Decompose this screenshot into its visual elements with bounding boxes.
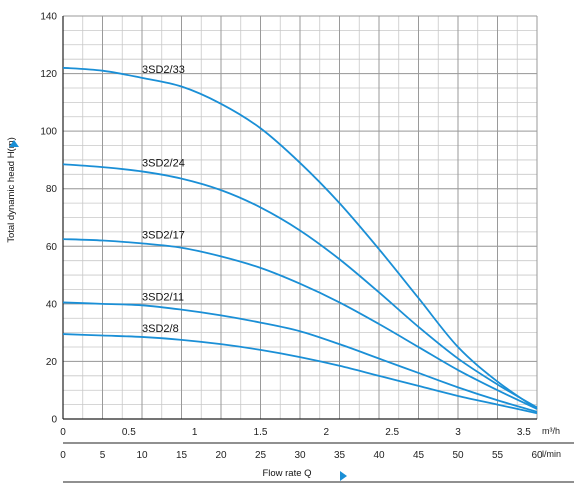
labels-layer: 0 20 40 60 80 100 120 140 0 0.5 1 1.5 2 2.5 3 3.5 0 5 10 15… (40, 12, 543, 462)
series-label: 3SD2/33 (142, 64, 185, 76)
x-bottom-tick-label: 10 (136, 450, 148, 461)
x-axis-label: Flow rate Q (262, 468, 311, 479)
x-top-tick-label: 2.5 (385, 427, 399, 438)
x-top-tick-label: 0 (60, 427, 66, 438)
y-tick-label: 60 (46, 242, 58, 253)
x-top-tick-label: 0.5 (122, 427, 136, 438)
series-label: 3SD2/11 (142, 291, 184, 303)
x-top-tick-label: 2 (324, 427, 330, 438)
y-tick-label: 0 (51, 415, 57, 426)
x-bottom-tick-label: 0 (60, 450, 66, 461)
y-tick-label: 120 (40, 69, 57, 80)
y-axis-arrow-icon (9, 140, 19, 147)
x-top-tick-label: 3.5 (517, 427, 531, 438)
x-bottom-tick-label: 45 (413, 450, 425, 461)
x-bottom-tick-label: 55 (492, 450, 504, 461)
x-bottom-tick-label: 50 (452, 450, 464, 461)
x-bottom-tick-label: 20 (215, 450, 227, 461)
x-top-tick-label: 1 (192, 427, 198, 438)
major-grid (62, 15, 538, 420)
x-bottom-tick-label: 25 (255, 450, 267, 461)
y-tick-label: 40 (46, 299, 58, 310)
series-label: 3SD2/8 (142, 323, 179, 335)
x-axis-arrow-icon (340, 471, 347, 481)
x-bottom-tick-label: 60 (531, 450, 543, 461)
series-line-3sd2-11 (62, 301, 538, 413)
x-bottom-tick-label: 35 (334, 450, 346, 461)
x-top-tick-label: 1.5 (254, 427, 268, 438)
series-layer (62, 66, 538, 415)
series-line-3sd2-17 (62, 238, 538, 410)
y-tick-label: 100 (40, 127, 57, 138)
y-tick-label: 20 (46, 357, 58, 368)
y-tick-label: 140 (40, 12, 57, 23)
axes (62, 16, 574, 483)
x-top-tick-label: 3 (455, 427, 461, 438)
series-label: 3SD2/17 (142, 229, 185, 241)
series-line-3sd2-8 (62, 333, 538, 415)
x-top-unit: m³/h (542, 426, 560, 436)
x-bottom-tick-label: 30 (294, 450, 306, 461)
x-bottom-tick-label: 5 (100, 450, 106, 461)
x-bottom-tick-label: 40 (373, 450, 385, 461)
x-bottom-unit: l/min (542, 449, 561, 459)
series-line-3sd2-24 (62, 163, 538, 409)
y-tick-label: 80 (46, 184, 58, 195)
series-line-3sd2-33 (62, 66, 538, 410)
y-axis-label: Total dynamic head H(m) (6, 137, 17, 243)
series-label: 3SD2/24 (142, 157, 185, 169)
x-bottom-tick-label: 15 (176, 450, 188, 461)
